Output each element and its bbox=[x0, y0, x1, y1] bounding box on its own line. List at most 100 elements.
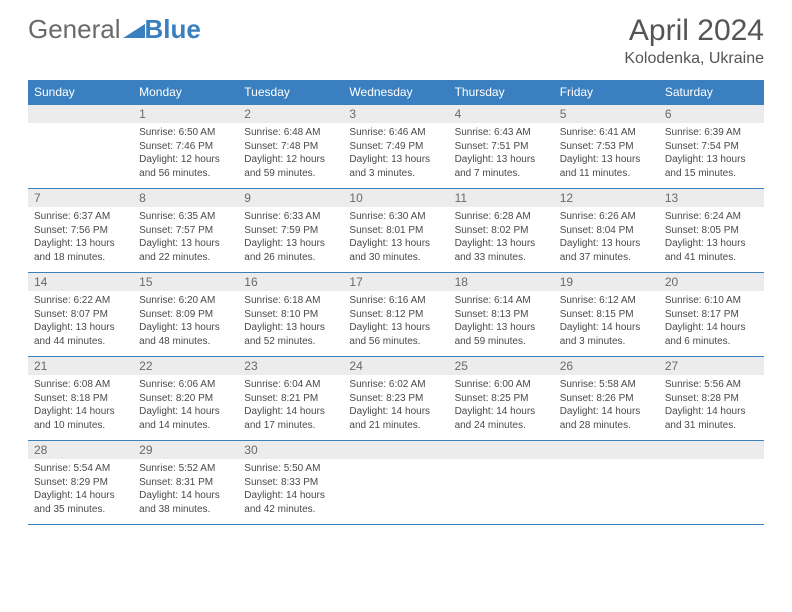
day-sunset: Sunset: 7:46 PM bbox=[139, 140, 232, 154]
day-day1: Daylight: 13 hours bbox=[349, 153, 442, 167]
day-sunset: Sunset: 8:13 PM bbox=[455, 308, 548, 322]
day-number bbox=[343, 441, 448, 459]
day-day1: Daylight: 14 hours bbox=[244, 489, 337, 503]
day-day2: and 56 minutes. bbox=[349, 335, 442, 349]
day-number bbox=[554, 441, 659, 459]
day-body: Sunrise: 6:10 AMSunset: 8:17 PMDaylight:… bbox=[659, 291, 764, 352]
day-cell bbox=[343, 441, 448, 525]
header: General Blue April 2024 Kolodenka, Ukrai… bbox=[0, 0, 792, 72]
brand-logo: General Blue bbox=[28, 14, 201, 45]
day-sunset: Sunset: 8:02 PM bbox=[455, 224, 548, 238]
day-cell: 5Sunrise: 6:41 AMSunset: 7:53 PMDaylight… bbox=[554, 105, 659, 189]
day-day2: and 33 minutes. bbox=[455, 251, 548, 265]
day-number bbox=[28, 105, 133, 123]
day-sunrise: Sunrise: 6:10 AM bbox=[665, 294, 758, 308]
day-sunset: Sunset: 8:23 PM bbox=[349, 392, 442, 406]
day-sunset: Sunset: 8:31 PM bbox=[139, 476, 232, 490]
day-body: Sunrise: 6:41 AMSunset: 7:53 PMDaylight:… bbox=[554, 123, 659, 184]
day-cell: 16Sunrise: 6:18 AMSunset: 8:10 PMDayligh… bbox=[238, 273, 343, 357]
day-sunset: Sunset: 8:20 PM bbox=[139, 392, 232, 406]
day-sunset: Sunset: 8:01 PM bbox=[349, 224, 442, 238]
day-day1: Daylight: 13 hours bbox=[665, 153, 758, 167]
day-cell: 9Sunrise: 6:33 AMSunset: 7:59 PMDaylight… bbox=[238, 189, 343, 273]
day-day2: and 44 minutes. bbox=[34, 335, 127, 349]
day-cell: 21Sunrise: 6:08 AMSunset: 8:18 PMDayligh… bbox=[28, 357, 133, 441]
day-body: Sunrise: 6:37 AMSunset: 7:56 PMDaylight:… bbox=[28, 207, 133, 268]
day-sunrise: Sunrise: 6:35 AM bbox=[139, 210, 232, 224]
day-body: Sunrise: 6:28 AMSunset: 8:02 PMDaylight:… bbox=[449, 207, 554, 268]
day-body: Sunrise: 6:50 AMSunset: 7:46 PMDaylight:… bbox=[133, 123, 238, 184]
day-number: 8 bbox=[133, 189, 238, 207]
day-number: 2 bbox=[238, 105, 343, 123]
day-cell: 2Sunrise: 6:48 AMSunset: 7:48 PMDaylight… bbox=[238, 105, 343, 189]
day-sunrise: Sunrise: 6:41 AM bbox=[560, 126, 653, 140]
calendar-table: Sunday Monday Tuesday Wednesday Thursday… bbox=[28, 80, 764, 525]
day-cell: 25Sunrise: 6:00 AMSunset: 8:25 PMDayligh… bbox=[449, 357, 554, 441]
day-day2: and 15 minutes. bbox=[665, 167, 758, 181]
day-number: 11 bbox=[449, 189, 554, 207]
day-day2: and 7 minutes. bbox=[455, 167, 548, 181]
day-sunset: Sunset: 7:56 PM bbox=[34, 224, 127, 238]
title-block: April 2024 Kolodenka, Ukraine bbox=[624, 14, 764, 68]
day-sunrise: Sunrise: 6:14 AM bbox=[455, 294, 548, 308]
day-sunrise: Sunrise: 6:43 AM bbox=[455, 126, 548, 140]
day-day1: Daylight: 13 hours bbox=[455, 321, 548, 335]
day-cell: 13Sunrise: 6:24 AMSunset: 8:05 PMDayligh… bbox=[659, 189, 764, 273]
day-cell: 29Sunrise: 5:52 AMSunset: 8:31 PMDayligh… bbox=[133, 441, 238, 525]
day-sunrise: Sunrise: 6:06 AM bbox=[139, 378, 232, 392]
day-day1: Daylight: 13 hours bbox=[665, 237, 758, 251]
day-sunset: Sunset: 7:54 PM bbox=[665, 140, 758, 154]
day-number: 10 bbox=[343, 189, 448, 207]
day-cell: 22Sunrise: 6:06 AMSunset: 8:20 PMDayligh… bbox=[133, 357, 238, 441]
day-day1: Daylight: 12 hours bbox=[244, 153, 337, 167]
day-day2: and 21 minutes. bbox=[349, 419, 442, 433]
day-number: 14 bbox=[28, 273, 133, 291]
day-number: 5 bbox=[554, 105, 659, 123]
day-number bbox=[449, 441, 554, 459]
day-body: Sunrise: 6:16 AMSunset: 8:12 PMDaylight:… bbox=[343, 291, 448, 352]
day-sunset: Sunset: 8:05 PM bbox=[665, 224, 758, 238]
day-day2: and 3 minutes. bbox=[560, 335, 653, 349]
day-day2: and 37 minutes. bbox=[560, 251, 653, 265]
day-day2: and 10 minutes. bbox=[34, 419, 127, 433]
day-sunset: Sunset: 8:33 PM bbox=[244, 476, 337, 490]
day-day1: Daylight: 14 hours bbox=[560, 405, 653, 419]
day-cell: 1Sunrise: 6:50 AMSunset: 7:46 PMDaylight… bbox=[133, 105, 238, 189]
day-day1: Daylight: 13 hours bbox=[349, 321, 442, 335]
day-cell bbox=[28, 105, 133, 189]
day-sunrise: Sunrise: 6:46 AM bbox=[349, 126, 442, 140]
calendar-body: 1Sunrise: 6:50 AMSunset: 7:46 PMDaylight… bbox=[28, 105, 764, 525]
day-sunset: Sunset: 8:29 PM bbox=[34, 476, 127, 490]
day-day2: and 42 minutes. bbox=[244, 503, 337, 517]
col-mon: Monday bbox=[133, 80, 238, 105]
day-number: 21 bbox=[28, 357, 133, 375]
day-body: Sunrise: 5:50 AMSunset: 8:33 PMDaylight:… bbox=[238, 459, 343, 520]
day-cell: 10Sunrise: 6:30 AMSunset: 8:01 PMDayligh… bbox=[343, 189, 448, 273]
day-sunrise: Sunrise: 6:04 AM bbox=[244, 378, 337, 392]
day-day2: and 14 minutes. bbox=[139, 419, 232, 433]
day-day2: and 6 minutes. bbox=[665, 335, 758, 349]
day-body: Sunrise: 6:00 AMSunset: 8:25 PMDaylight:… bbox=[449, 375, 554, 436]
day-day2: and 26 minutes. bbox=[244, 251, 337, 265]
day-body: Sunrise: 6:24 AMSunset: 8:05 PMDaylight:… bbox=[659, 207, 764, 268]
day-body bbox=[659, 459, 764, 466]
day-day2: and 59 minutes. bbox=[455, 335, 548, 349]
day-number: 25 bbox=[449, 357, 554, 375]
col-sat: Saturday bbox=[659, 80, 764, 105]
day-body: Sunrise: 5:54 AMSunset: 8:29 PMDaylight:… bbox=[28, 459, 133, 520]
day-sunrise: Sunrise: 6:39 AM bbox=[665, 126, 758, 140]
day-sunrise: Sunrise: 6:20 AM bbox=[139, 294, 232, 308]
day-number: 17 bbox=[343, 273, 448, 291]
day-day2: and 52 minutes. bbox=[244, 335, 337, 349]
day-day1: Daylight: 13 hours bbox=[560, 153, 653, 167]
day-day1: Daylight: 13 hours bbox=[139, 321, 232, 335]
day-cell: 6Sunrise: 6:39 AMSunset: 7:54 PMDaylight… bbox=[659, 105, 764, 189]
day-sunrise: Sunrise: 6:33 AM bbox=[244, 210, 337, 224]
day-sunrise: Sunrise: 6:12 AM bbox=[560, 294, 653, 308]
month-title: April 2024 bbox=[624, 14, 764, 48]
day-day2: and 18 minutes. bbox=[34, 251, 127, 265]
day-sunset: Sunset: 8:21 PM bbox=[244, 392, 337, 406]
day-day1: Daylight: 13 hours bbox=[244, 237, 337, 251]
day-body: Sunrise: 6:06 AMSunset: 8:20 PMDaylight:… bbox=[133, 375, 238, 436]
day-sunrise: Sunrise: 6:28 AM bbox=[455, 210, 548, 224]
